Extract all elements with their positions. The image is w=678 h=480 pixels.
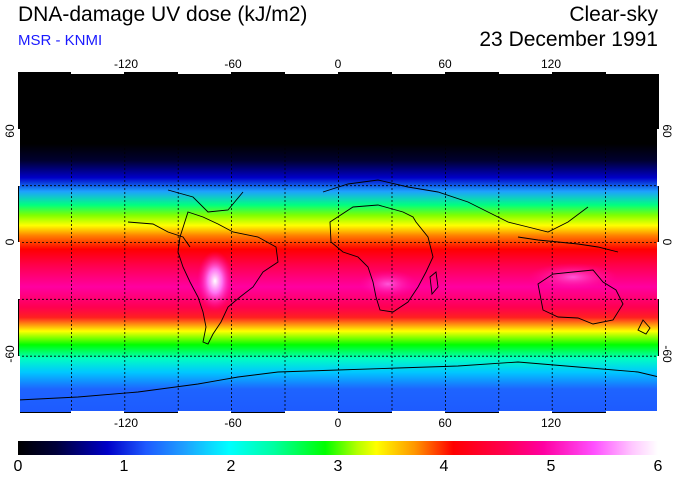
colorbar-tick: 2 (226, 458, 236, 475)
uv-dose-map (18, 72, 659, 413)
uv-high-patch (528, 263, 618, 291)
madagascar-coast (429, 271, 439, 296)
map-frame (18, 72, 659, 413)
lon-tick-bottom: 60 (438, 416, 452, 430)
uv-peak-hotspot (197, 251, 233, 311)
lat-tick-right: -60 (660, 345, 674, 363)
lon-tick-top: 0 (334, 57, 342, 71)
south-america-coast (177, 211, 279, 345)
sky-condition-label: Clear-sky (569, 3, 658, 26)
lat-tick-left: -60 (3, 345, 17, 363)
new-zealand-coast (637, 319, 651, 335)
colorbar (18, 441, 658, 455)
lon-tick-top: 60 (438, 57, 452, 71)
colorbar-tick: 1 (119, 458, 129, 475)
colorbar-tick: 3 (333, 458, 343, 475)
colorbar-tick: 0 (13, 458, 23, 475)
lat-tick-right: 0 (660, 238, 674, 246)
africa-coast (329, 204, 434, 313)
colorbar-tick: 6 (653, 458, 663, 475)
lat-tick-right: 60 (660, 124, 674, 138)
map-title: DNA-damage UV dose (kJ/m2) (18, 3, 308, 26)
lat-tick-left: 60 (3, 124, 17, 138)
australia-coast (537, 269, 624, 325)
colorbar-tick: 5 (546, 458, 556, 475)
lon-tick-top: -60 (224, 57, 242, 71)
date-label: 23 December 1991 (479, 28, 658, 51)
lon-tick-bottom: 120 (540, 416, 562, 430)
uv-high-patch (358, 270, 418, 298)
graticule (18, 72, 659, 413)
colorbar-tick: 4 (439, 458, 449, 475)
southeast-asia-islands (517, 236, 619, 253)
lon-tick-bottom: 0 (334, 416, 342, 430)
lon-tick-bottom: -120 (113, 416, 139, 430)
lat-tick-left: 0 (3, 238, 17, 246)
source-label: MSR - KNMI (18, 32, 103, 49)
lon-tick-bottom: -60 (224, 416, 242, 430)
lon-tick-top: 120 (540, 57, 562, 71)
lon-tick-top: -120 (113, 57, 139, 71)
antarctica-coast (18, 361, 659, 401)
eurasia-coast (322, 179, 589, 233)
north-america-coast (127, 189, 244, 248)
coastlines (18, 179, 659, 401)
